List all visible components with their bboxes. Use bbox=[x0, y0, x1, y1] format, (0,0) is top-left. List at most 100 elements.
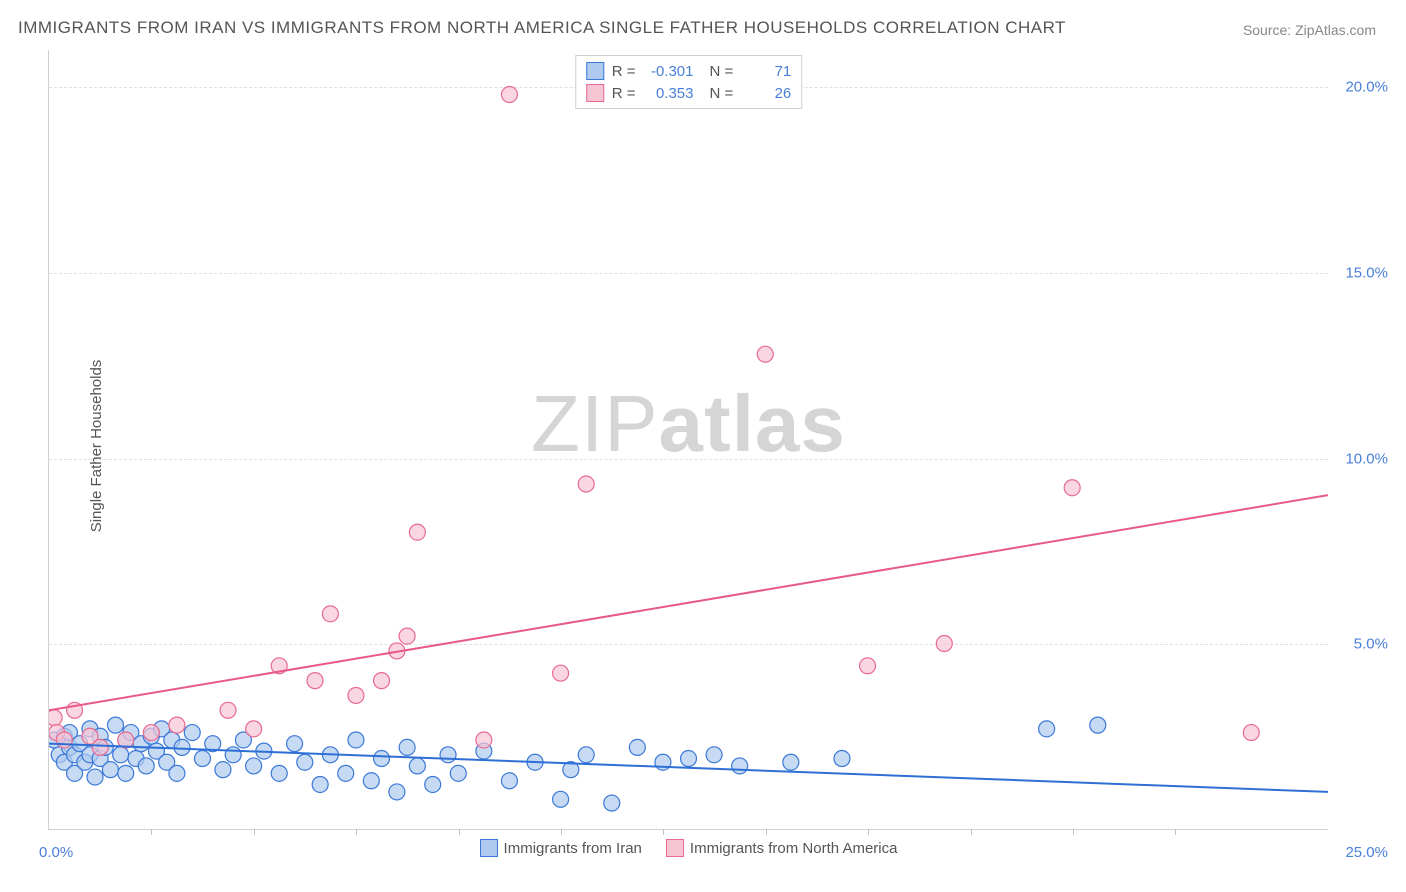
data-point bbox=[246, 758, 262, 774]
data-point bbox=[108, 717, 124, 733]
x-tick bbox=[663, 829, 664, 835]
data-point bbox=[363, 773, 379, 789]
n-value: 71 bbox=[741, 63, 791, 80]
legend-item: Immigrants from North America bbox=[666, 839, 898, 857]
r-value: -0.301 bbox=[644, 63, 694, 80]
data-point bbox=[629, 739, 645, 755]
x-tick bbox=[356, 829, 357, 835]
data-point bbox=[399, 628, 415, 644]
data-point bbox=[118, 765, 134, 781]
data-point bbox=[425, 776, 441, 792]
data-point bbox=[92, 739, 108, 755]
legend-label: Immigrants from Iran bbox=[504, 840, 642, 857]
x-tick bbox=[459, 829, 460, 835]
x-max-label: 25.0% bbox=[1345, 844, 1388, 861]
data-point bbox=[338, 765, 354, 781]
y-tick-label: 10.0% bbox=[1333, 450, 1388, 467]
data-point bbox=[501, 773, 517, 789]
data-point bbox=[271, 765, 287, 781]
chart-svg bbox=[49, 50, 1328, 829]
legend-stats-row: R = 0.353 N = 26 bbox=[586, 82, 792, 104]
n-label: N = bbox=[710, 63, 734, 80]
data-point bbox=[113, 747, 129, 763]
data-point bbox=[174, 739, 190, 755]
y-tick-label: 5.0% bbox=[1333, 636, 1388, 653]
data-point bbox=[87, 769, 103, 785]
y-tick-label: 15.0% bbox=[1333, 264, 1388, 281]
data-point bbox=[757, 346, 773, 362]
legend-stats-box: R = -0.301 N = 71 R = 0.353 N = 26 bbox=[575, 55, 803, 109]
x-tick bbox=[1073, 829, 1074, 835]
data-point bbox=[1243, 725, 1259, 741]
data-point bbox=[215, 762, 231, 778]
data-point bbox=[1090, 717, 1106, 733]
data-point bbox=[374, 673, 390, 689]
legend-stats-row: R = -0.301 N = 71 bbox=[586, 60, 792, 82]
data-point bbox=[860, 658, 876, 674]
legend-label: Immigrants from North America bbox=[690, 840, 898, 857]
data-point bbox=[553, 791, 569, 807]
data-point bbox=[783, 754, 799, 770]
data-point bbox=[138, 758, 154, 774]
data-point bbox=[102, 762, 118, 778]
legend-swatch bbox=[586, 84, 604, 102]
r-label: R = bbox=[612, 63, 636, 80]
legend-item: Immigrants from Iran bbox=[480, 839, 642, 857]
data-point bbox=[374, 751, 390, 767]
data-point bbox=[143, 725, 159, 741]
source-label: Source: ZipAtlas.com bbox=[1243, 22, 1376, 38]
data-point bbox=[553, 665, 569, 681]
data-point bbox=[169, 717, 185, 733]
chart-title: IMMIGRANTS FROM IRAN VS IMMIGRANTS FROM … bbox=[18, 18, 1066, 38]
x-tick bbox=[151, 829, 152, 835]
data-point bbox=[440, 747, 456, 763]
data-point bbox=[297, 754, 313, 770]
x-tick bbox=[971, 829, 972, 835]
data-point bbox=[1039, 721, 1055, 737]
data-point bbox=[225, 747, 241, 763]
data-point bbox=[450, 765, 466, 781]
data-point bbox=[1064, 480, 1080, 496]
data-point bbox=[409, 524, 425, 540]
data-point bbox=[348, 732, 364, 748]
trend-line bbox=[49, 495, 1328, 710]
legend-swatch bbox=[586, 62, 604, 80]
r-label: R = bbox=[612, 85, 636, 102]
n-value: 26 bbox=[741, 85, 791, 102]
data-point bbox=[49, 710, 62, 726]
data-point bbox=[681, 751, 697, 767]
data-point bbox=[322, 606, 338, 622]
data-point bbox=[399, 739, 415, 755]
data-point bbox=[312, 776, 328, 792]
legend-swatch bbox=[480, 839, 498, 857]
data-point bbox=[220, 702, 236, 718]
data-point bbox=[578, 747, 594, 763]
data-point bbox=[194, 751, 210, 767]
data-point bbox=[578, 476, 594, 492]
data-point bbox=[246, 721, 262, 737]
data-point bbox=[834, 751, 850, 767]
data-point bbox=[476, 732, 492, 748]
data-point bbox=[604, 795, 620, 811]
data-point bbox=[307, 673, 323, 689]
data-point bbox=[287, 736, 303, 752]
r-value: 0.353 bbox=[644, 85, 694, 102]
x-tick bbox=[254, 829, 255, 835]
data-point bbox=[169, 765, 185, 781]
data-point bbox=[56, 732, 72, 748]
data-point bbox=[389, 784, 405, 800]
n-label: N = bbox=[710, 85, 734, 102]
legend-swatch bbox=[666, 839, 684, 857]
data-point bbox=[184, 725, 200, 741]
x-tick bbox=[766, 829, 767, 835]
data-point bbox=[501, 87, 517, 103]
x-tick bbox=[561, 829, 562, 835]
x-tick bbox=[868, 829, 869, 835]
y-tick-label: 20.0% bbox=[1333, 79, 1388, 96]
plot-area: ZIPatlas R =-0.301N =71R =0.353N =26 0.0… bbox=[48, 50, 1328, 830]
data-point bbox=[348, 687, 364, 703]
x-tick bbox=[1175, 829, 1176, 835]
data-point bbox=[936, 636, 952, 652]
legend-bottom: Immigrants from Iran Immigrants from Nort… bbox=[49, 839, 1328, 861]
data-point bbox=[732, 758, 748, 774]
